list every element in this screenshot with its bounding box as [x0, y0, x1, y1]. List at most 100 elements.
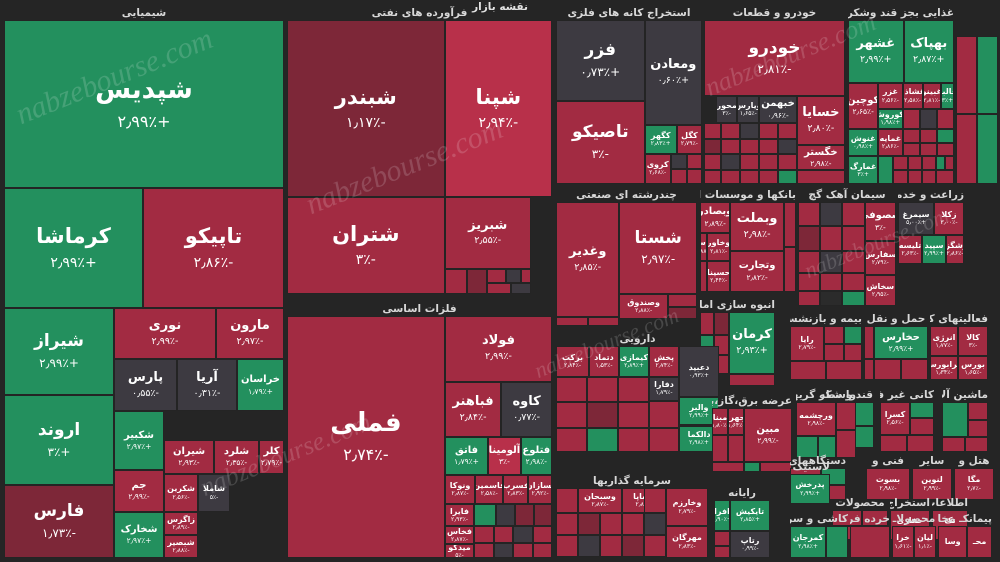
treemap-tile[interactable]: کرمان +۲٫۹۳٪: [729, 312, 775, 374]
treemap-tile[interactable]: غشاذر-۲٫۵۸٪: [902, 83, 923, 109]
treemap-tile[interactable]: [510, 282, 531, 294]
treemap-tile[interactable]: [874, 359, 901, 380]
treemap-tile[interactable]: [578, 513, 600, 535]
treemap-tile[interactable]: [495, 503, 516, 527]
treemap-tile[interactable]: [820, 250, 843, 274]
treemap-tile[interactable]: رایا -۲٫۷۹٪: [790, 326, 824, 362]
treemap-tile[interactable]: [820, 226, 843, 251]
treemap-tile[interactable]: [777, 138, 797, 155]
treemap-tile[interactable]: فایرا -۲٫۹۳٪: [444, 503, 475, 527]
treemap-tile[interactable]: سپید +۲٫۹۹٪: [922, 235, 946, 264]
treemap-tile[interactable]: شبصیر -۲٫۸۸٪: [164, 535, 198, 558]
treemap-tile[interactable]: پدرخش +۲٫۹۹٪: [790, 474, 830, 504]
treemap-tile[interactable]: غبینو-۲٫۸۱٪: [922, 83, 941, 109]
treemap-tile[interactable]: محور -۳٪: [716, 96, 738, 123]
treemap-tile[interactable]: [824, 343, 844, 362]
treemap-tile[interactable]: [600, 535, 622, 557]
treemap-tile[interactable]: ورچشمه -۲٫۹۸٪: [796, 402, 836, 437]
treemap-tile[interactable]: کالا -۳٪: [958, 326, 988, 357]
treemap-tile[interactable]: [798, 202, 821, 227]
treemap-tile[interactable]: [714, 545, 730, 558]
treemap-tile[interactable]: غشهر +۲٫۹۹٪: [848, 20, 904, 84]
treemap-tile[interactable]: فارس -۱٫۷۳٪: [4, 485, 114, 558]
treemap-tile[interactable]: [712, 461, 744, 472]
treemap-tile[interactable]: [850, 526, 890, 558]
treemap-tile[interactable]: [820, 202, 843, 227]
treemap-tile[interactable]: کاوه -۰٫۷۷٪: [501, 381, 552, 437]
treemap-tile[interactable]: کمرجان +۲٫۹۸٪: [790, 526, 826, 558]
treemap-tile[interactable]: [721, 170, 741, 184]
treemap-tile[interactable]: [919, 128, 937, 144]
treemap-tile[interactable]: [617, 427, 649, 452]
treemap-tile[interactable]: [759, 122, 778, 139]
treemap-tile[interactable]: [759, 154, 778, 171]
treemap-tile[interactable]: حخارس +۲٫۹۹٪: [874, 326, 928, 360]
treemap-tile[interactable]: فولاد -۲٫۹۹٪: [444, 316, 552, 382]
treemap-tile[interactable]: تلیسه -۲٫۶۳٪: [898, 235, 922, 264]
treemap-tile[interactable]: شپنا -۲٫۹۴٪: [444, 20, 552, 197]
treemap-tile[interactable]: [842, 226, 865, 251]
treemap-tile[interactable]: [556, 427, 587, 452]
treemap-tile[interactable]: فاتق +۱٫۷۹٪: [444, 437, 489, 475]
treemap-tile[interactable]: [704, 122, 722, 139]
treemap-tile[interactable]: زشگزا-۲٫۸۶٪: [946, 235, 964, 264]
treemap-tile[interactable]: [556, 488, 578, 513]
treemap-tile[interactable]: [714, 312, 729, 335]
treemap-tile[interactable]: بسوت -۲٫۹۸٪: [866, 468, 910, 500]
treemap-tile[interactable]: غمارگ +۳٪: [848, 156, 879, 184]
treemap-tile[interactable]: شپدیس +۲٫۹۹٪: [4, 20, 284, 188]
treemap-tile[interactable]: خسایا -۲٫۸۰٪: [796, 96, 845, 146]
treemap-tile[interactable]: [586, 376, 618, 403]
treemap-tile[interactable]: وصندوق -۲٫۸۸٪: [619, 294, 668, 320]
treemap-tile[interactable]: [466, 269, 487, 294]
treemap-tile[interactable]: [729, 373, 775, 386]
treemap-tile[interactable]: [533, 503, 552, 527]
treemap-tile[interactable]: پخش -۲٫۷۴٪: [649, 346, 679, 377]
treemap-tile[interactable]: [556, 535, 578, 557]
treemap-tile[interactable]: دفارا -۱٫۷۹٪: [649, 376, 679, 402]
treemap-tile[interactable]: فزر +۰٫۷۳٪: [556, 20, 645, 101]
treemap-tile[interactable]: غنوش +۰٫۹۸٪: [848, 128, 879, 157]
treemap-tile[interactable]: [721, 138, 741, 155]
treemap-tile[interactable]: ونوکا -۲٫۸۷٪: [444, 474, 476, 504]
treemap-tile[interactable]: مهرگان -۲٫۸۳٪: [666, 526, 708, 558]
treemap-tile[interactable]: [968, 402, 988, 420]
treemap-tile[interactable]: [721, 154, 741, 171]
treemap-tile[interactable]: غالبر+۳٪: [940, 83, 954, 109]
treemap-tile[interactable]: [600, 513, 622, 535]
treemap-tile[interactable]: [902, 128, 920, 144]
treemap-tile[interactable]: [686, 153, 702, 169]
treemap-tile[interactable]: ومعادن +۰٫۶۰٪: [644, 20, 702, 126]
treemap-tile[interactable]: وپاسار-۲٫۸۸٪: [700, 232, 708, 262]
treemap-tile[interactable]: [820, 273, 843, 291]
treemap-tile[interactable]: [777, 122, 797, 139]
treemap-tile[interactable]: [513, 542, 533, 558]
treemap-tile[interactable]: [670, 168, 687, 184]
treemap-tile[interactable]: لیان -۱٫۱٪: [914, 526, 936, 558]
treemap-tile[interactable]: [826, 361, 862, 380]
treemap-tile[interactable]: شلرد -۲٫۳۵٪: [214, 439, 259, 475]
treemap-tile[interactable]: خودرو -۲٫۸۱٪: [704, 20, 845, 97]
treemap-tile[interactable]: [977, 36, 998, 114]
treemap-tile[interactable]: [842, 202, 865, 227]
treemap-tile[interactable]: [644, 513, 666, 535]
treemap-tile[interactable]: [532, 526, 552, 543]
treemap-tile[interactable]: [474, 542, 494, 558]
treemap-tile[interactable]: [712, 434, 728, 462]
treemap-tile[interactable]: شتران -۳٪: [287, 196, 445, 294]
treemap-tile[interactable]: [935, 156, 945, 170]
treemap-tile[interactable]: کوچین -۲٫۶۵٪: [848, 83, 879, 129]
treemap-tile[interactable]: [493, 542, 514, 558]
treemap-tile[interactable]: [919, 108, 937, 129]
treemap-tile[interactable]: [907, 169, 922, 184]
treemap-tile[interactable]: غمایه -۲٫۸۶٪: [878, 128, 903, 157]
treemap-tile[interactable]: وخارزم -۲٫۷۹٪: [666, 488, 708, 526]
treemap-tile[interactable]: [644, 488, 666, 513]
treemap-tile[interactable]: [474, 526, 494, 543]
treemap-tile[interactable]: وبملت -۲٫۹۸٪: [730, 202, 784, 252]
treemap-tile[interactable]: [622, 513, 644, 535]
treemap-tile[interactable]: [835, 402, 856, 430]
treemap-tile[interactable]: [740, 122, 760, 139]
treemap-tile[interactable]: لسازان-۲٫۹۲٪: [528, 474, 552, 504]
treemap-tile[interactable]: [777, 154, 797, 171]
